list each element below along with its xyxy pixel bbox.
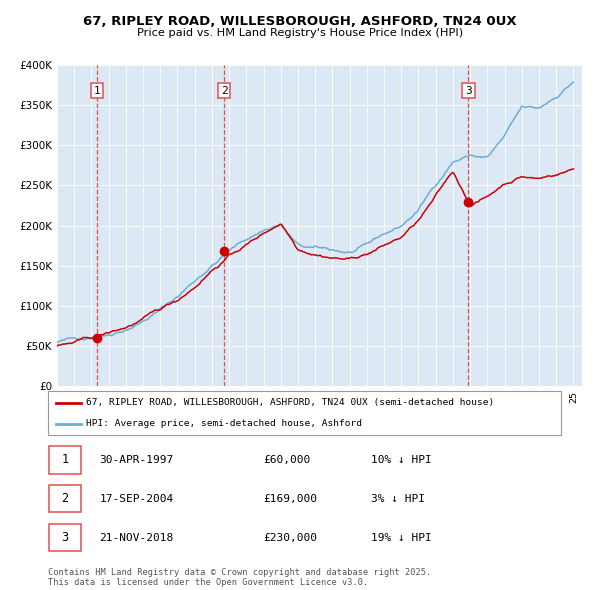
Text: 1: 1	[94, 86, 100, 96]
Text: 1: 1	[61, 453, 68, 467]
Text: Contains HM Land Registry data © Crown copyright and database right 2025.
This d: Contains HM Land Registry data © Crown c…	[48, 568, 431, 587]
Text: 10% ↓ HPI: 10% ↓ HPI	[371, 455, 432, 465]
Text: 3: 3	[61, 531, 68, 545]
Text: 19% ↓ HPI: 19% ↓ HPI	[371, 533, 432, 543]
Text: 30-APR-1997: 30-APR-1997	[100, 455, 173, 465]
Text: £230,000: £230,000	[263, 533, 317, 543]
Text: 2: 2	[61, 492, 68, 506]
Text: 3% ↓ HPI: 3% ↓ HPI	[371, 494, 425, 504]
Text: £60,000: £60,000	[263, 455, 311, 465]
FancyBboxPatch shape	[49, 524, 81, 552]
FancyBboxPatch shape	[49, 446, 81, 474]
Text: 17-SEP-2004: 17-SEP-2004	[100, 494, 173, 504]
Text: Price paid vs. HM Land Registry's House Price Index (HPI): Price paid vs. HM Land Registry's House …	[137, 28, 463, 38]
Text: HPI: Average price, semi-detached house, Ashford: HPI: Average price, semi-detached house,…	[86, 419, 362, 428]
Text: 21-NOV-2018: 21-NOV-2018	[100, 533, 173, 543]
FancyBboxPatch shape	[49, 485, 81, 513]
Text: 3: 3	[465, 86, 472, 96]
Text: 67, RIPLEY ROAD, WILLESBOROUGH, ASHFORD, TN24 0UX: 67, RIPLEY ROAD, WILLESBOROUGH, ASHFORD,…	[83, 15, 517, 28]
Text: 2: 2	[221, 86, 227, 96]
Text: £169,000: £169,000	[263, 494, 317, 504]
Text: 67, RIPLEY ROAD, WILLESBOROUGH, ASHFORD, TN24 0UX (semi-detached house): 67, RIPLEY ROAD, WILLESBOROUGH, ASHFORD,…	[86, 398, 495, 407]
FancyBboxPatch shape	[48, 391, 561, 435]
